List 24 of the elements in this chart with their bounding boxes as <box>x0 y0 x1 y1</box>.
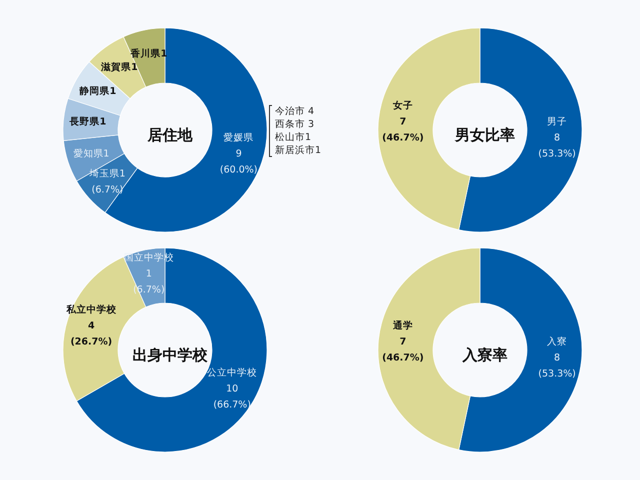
data-label: 8 (53.3%) <box>538 132 576 160</box>
text: 入寮率 <box>462 346 508 364</box>
data-label: 7 (46.7%) <box>382 116 424 144</box>
slice-label: 愛媛県 <box>224 131 254 144</box>
data-label: 10 (66.7%) <box>213 383 251 410</box>
slice-label: 静岡県1 <box>78 84 116 97</box>
text: 今治市 4 西条市 3 松山市1 新居浜市1 <box>275 105 322 157</box>
slice-label: 長野県1 <box>68 115 106 128</box>
data-label: 7 (46.7%) <box>382 336 424 364</box>
slice-label: 滋賀県1 <box>100 60 138 73</box>
slice-label: 入寮 <box>547 336 568 348</box>
slice-label: 通学 <box>392 319 413 332</box>
slice-label: 愛知県1 <box>73 147 110 160</box>
slice-label: 女子 <box>392 99 413 112</box>
text: 出身中学校 <box>132 346 208 364</box>
data-label: 9 (60.0%) <box>220 148 258 176</box>
slice-label: 男子 <box>547 116 568 128</box>
data-label: 8 (53.3%) <box>538 352 576 380</box>
data-label: 4 (26.7%) <box>70 320 112 348</box>
slice-label: 埼玉県1 (6.7%) <box>88 167 126 196</box>
text: 居住地 <box>146 126 194 144</box>
text: 男女比率 <box>454 126 515 144</box>
slice-label: 私立中学校 <box>65 304 118 316</box>
slice-label: 公立中学校 <box>207 366 258 378</box>
